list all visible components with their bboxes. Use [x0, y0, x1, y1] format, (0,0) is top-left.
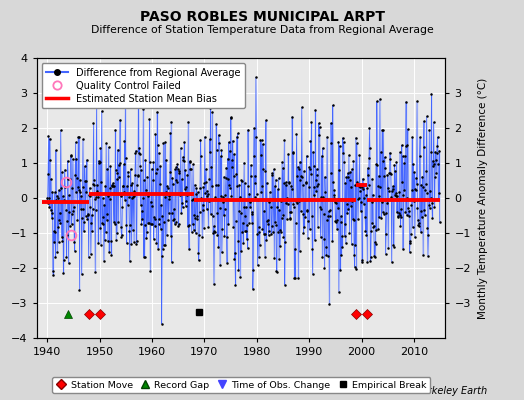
Text: Difference of Station Temperature Data from Regional Average: Difference of Station Temperature Data f…	[91, 25, 433, 35]
Y-axis label: Monthly Temperature Anomaly Difference (°C): Monthly Temperature Anomaly Difference (…	[478, 77, 488, 319]
Legend: Difference from Regional Average, Quality Control Failed, Estimated Station Mean: Difference from Regional Average, Qualit…	[41, 63, 245, 108]
Text: PASO ROBLES MUNICIPAL ARPT: PASO ROBLES MUNICIPAL ARPT	[139, 10, 385, 24]
Legend: Station Move, Record Gap, Time of Obs. Change, Empirical Break: Station Move, Record Gap, Time of Obs. C…	[52, 377, 430, 393]
Text: Berkeley Earth: Berkeley Earth	[415, 386, 487, 396]
